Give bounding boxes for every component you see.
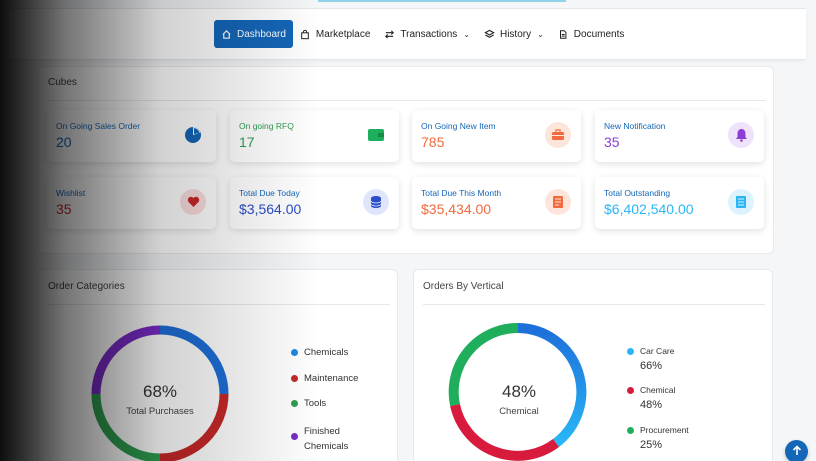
card-wishlist[interactable]: Wishlist 35 bbox=[47, 177, 216, 229]
donut-segment-maintenance bbox=[159, 393, 229, 461]
legend-entry: Car Care 66% bbox=[640, 346, 674, 372]
cubes-divider bbox=[48, 100, 766, 101]
legend-dot bbox=[627, 427, 634, 434]
legend-item-chemicals[interactable]: Chemicals bbox=[291, 347, 348, 358]
receipt-icon bbox=[728, 189, 754, 215]
card-label: Total Outstanding bbox=[604, 188, 671, 198]
document-icon bbox=[558, 29, 569, 40]
legend-dot bbox=[291, 375, 298, 382]
coins-icon bbox=[363, 189, 389, 215]
legend-item-procurement[interactable]: Procurement 25% bbox=[627, 425, 689, 451]
legend-item-chemical[interactable]: Chemical 48% bbox=[627, 385, 675, 411]
arrow-up-icon bbox=[792, 443, 802, 461]
nav-menu: Dashboard Marketplace Transactions ⌄ His… bbox=[214, 20, 631, 48]
donut-segment-chemical bbox=[450, 403, 559, 461]
legend-item-car-care[interactable]: Car Care 66% bbox=[627, 346, 674, 372]
pie-chart-icon bbox=[180, 122, 206, 148]
bell-icon bbox=[728, 122, 754, 148]
legend-value: 66% bbox=[640, 360, 663, 372]
legend-dot bbox=[291, 400, 298, 407]
orders-by-vertical-center-value: 48% bbox=[501, 382, 537, 401]
card-new-notification[interactable]: New Notification 35 bbox=[595, 110, 764, 162]
nav-dashboard-label: Dashboard bbox=[237, 28, 286, 40]
main-navbar: Dashboard Marketplace Transactions ⌄ His… bbox=[0, 8, 806, 60]
nav-documents[interactable]: Documents bbox=[551, 20, 632, 48]
legend-item-finished-chemicals[interactable]: Finished Chemicals bbox=[291, 424, 361, 454]
legend-value: 25% bbox=[640, 439, 663, 451]
card-value: $6,402,540.00 bbox=[604, 201, 694, 217]
legend-label: Finished Chemicals bbox=[304, 426, 349, 452]
layers-icon bbox=[484, 29, 495, 40]
home-icon bbox=[221, 29, 232, 40]
nav-history[interactable]: History ⌄ bbox=[477, 20, 551, 48]
nav-transactions[interactable]: Transactions ⌄ bbox=[377, 20, 477, 48]
donut-segment-car-care bbox=[517, 323, 587, 447]
legend-label: Chemicals bbox=[304, 347, 349, 358]
nav-documents-label: Documents bbox=[573, 28, 625, 40]
order-categories-center-label: Total Purchases bbox=[126, 406, 194, 417]
card-total-outstanding[interactable]: Total Outstanding $6,402,540.00 bbox=[595, 177, 764, 229]
card-total-due-today[interactable]: Total Due Today $3,564.00 bbox=[230, 177, 399, 229]
legend-dot bbox=[291, 349, 298, 356]
legend-label: Maintenance bbox=[304, 373, 359, 384]
chevron-down-icon: ⌄ bbox=[537, 29, 544, 39]
cubes-title: Cubes bbox=[48, 77, 77, 88]
card-label: New Notification bbox=[604, 121, 666, 131]
nav-history-label: History bbox=[499, 28, 532, 40]
legend-entry: Procurement 25% bbox=[640, 425, 689, 451]
legend-dot bbox=[627, 387, 634, 394]
order-categories-title: Order Categories bbox=[48, 281, 125, 292]
legend-dot bbox=[291, 433, 298, 440]
order-categories-center-value: 68% bbox=[142, 382, 178, 401]
card-ongoing-rfq[interactable]: On going RFQ 17 bbox=[230, 110, 399, 162]
card-label: On Going New Item bbox=[421, 121, 496, 131]
legend-item-tools[interactable]: Tools bbox=[291, 398, 326, 409]
legend-item-maintenance[interactable]: Maintenance bbox=[291, 373, 358, 384]
top-accent-strip bbox=[318, 0, 566, 2]
card-total-due-this-month[interactable]: Total Due This Month $35,434.00 bbox=[412, 177, 581, 229]
wallet-icon bbox=[363, 122, 389, 148]
briefcase-icon bbox=[545, 122, 571, 148]
card-value: 17 bbox=[239, 134, 255, 150]
nav-dashboard[interactable]: Dashboard bbox=[214, 20, 293, 48]
nav-transactions-label: Transactions bbox=[400, 28, 458, 40]
chevron-down-icon: ⌄ bbox=[463, 29, 470, 39]
donut-segment-tools bbox=[91, 393, 161, 461]
swap-icon bbox=[384, 29, 395, 40]
heart-icon bbox=[180, 189, 206, 215]
nav-marketplace-label: Marketplace bbox=[315, 28, 371, 40]
orders-by-vertical-panel: Orders By Vertical bbox=[413, 269, 773, 461]
shopping-bag-icon bbox=[300, 29, 311, 40]
legend-dot bbox=[627, 348, 634, 355]
nav-marketplace[interactable]: Marketplace bbox=[293, 20, 377, 48]
invoice-icon bbox=[545, 189, 571, 215]
legend-label: Tools bbox=[304, 398, 327, 409]
donut-segment-procurement bbox=[448, 322, 519, 407]
card-value: $3,564.00 bbox=[239, 201, 302, 217]
legend-label: Car Care bbox=[640, 346, 675, 356]
card-ongoing-sales-order[interactable]: On Going Sales Order 20 bbox=[47, 110, 216, 162]
card-ongoing-new-item[interactable]: On Going New Item 785 bbox=[412, 110, 581, 162]
card-label: Wishlist bbox=[56, 188, 86, 198]
card-value: 20 bbox=[56, 134, 72, 150]
orders-by-vertical-title: Orders By Vertical bbox=[423, 281, 504, 292]
legend-label: Procurement bbox=[640, 425, 689, 435]
orders-by-vertical-donut bbox=[448, 322, 587, 461]
card-label: On Going Sales Order bbox=[56, 121, 141, 131]
card-label: On going RFQ bbox=[239, 121, 294, 131]
orders-by-vertical-divider bbox=[423, 304, 765, 305]
card-value: $35,434.00 bbox=[421, 201, 492, 217]
legend-value: 48% bbox=[640, 399, 663, 411]
scroll-top-button[interactable] bbox=[785, 440, 808, 461]
card-label: Total Due Today bbox=[239, 188, 300, 198]
card-value: 785 bbox=[421, 134, 445, 150]
orders-by-vertical-center-label: Chemical bbox=[499, 406, 539, 417]
legend-entry: Chemical 48% bbox=[640, 385, 675, 411]
card-value: 35 bbox=[604, 134, 620, 150]
order-categories-divider bbox=[48, 304, 390, 305]
card-label: Total Due This Month bbox=[421, 188, 502, 198]
legend-label: Chemical bbox=[640, 385, 676, 395]
card-value: 35 bbox=[56, 201, 72, 217]
